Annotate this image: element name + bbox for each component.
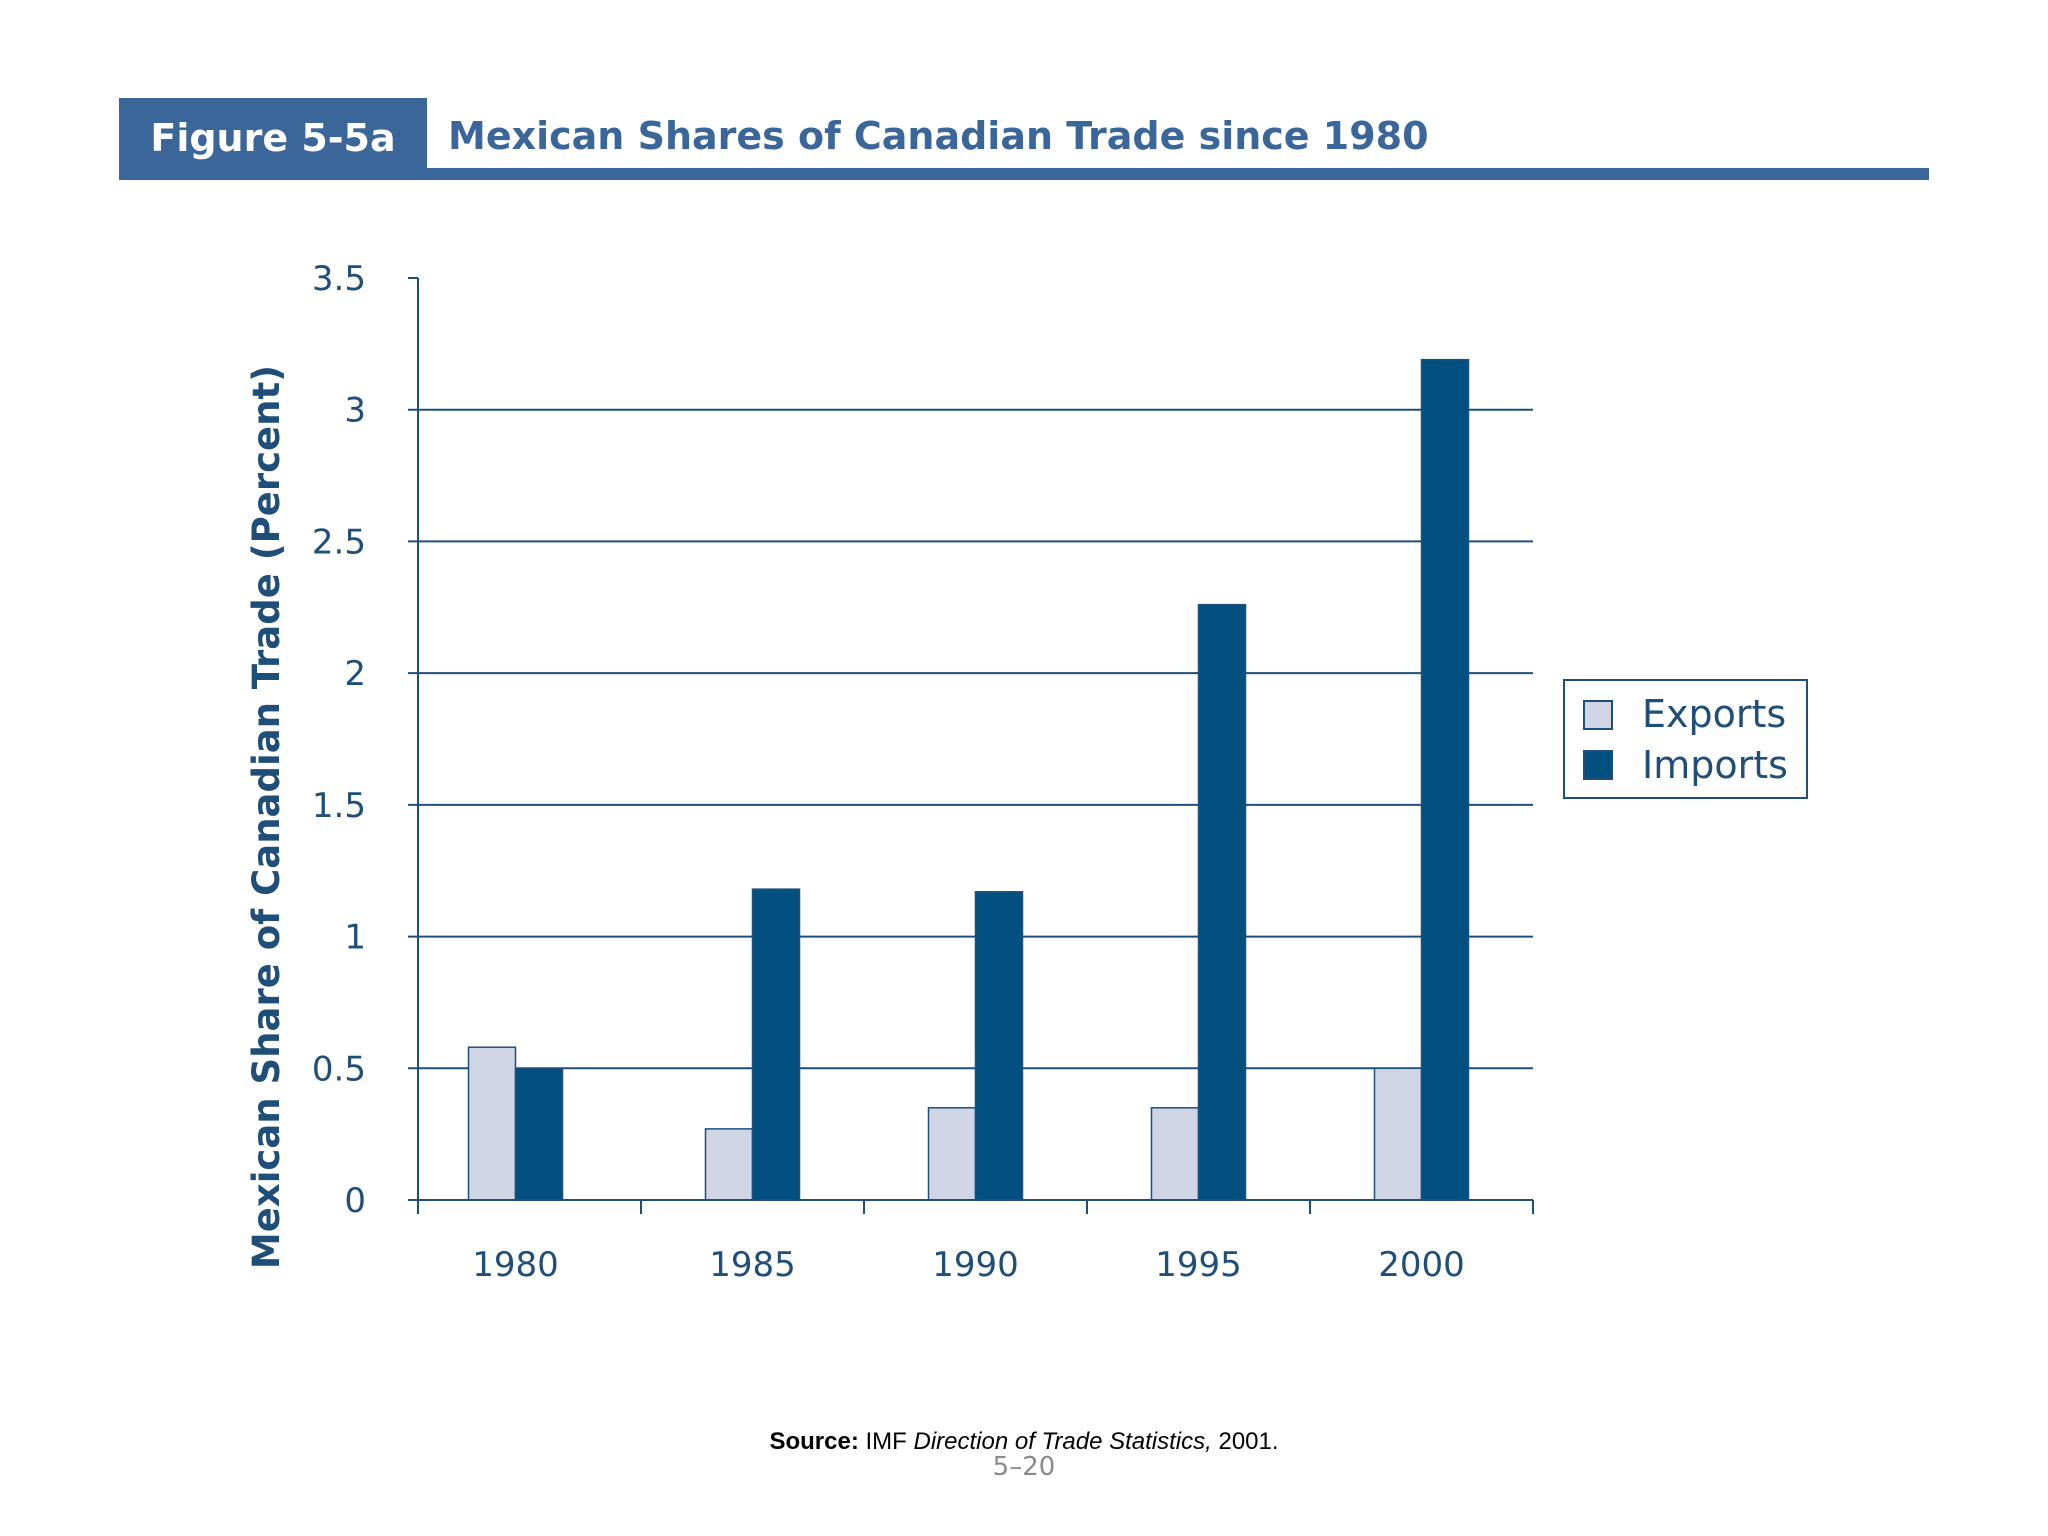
- source-title: Direction of Trade Statistics,: [913, 1428, 1212, 1455]
- source-year: 2001.: [1218, 1428, 1279, 1455]
- legend-swatch-exports: [1583, 700, 1613, 730]
- bar-imports-1985: [751, 888, 801, 1201]
- bar-exports-1995: [1150, 1107, 1200, 1201]
- x-tick-label: 1980: [472, 1245, 559, 1285]
- bar-exports-1985: [704, 1128, 754, 1201]
- legend: Exports Imports: [1563, 679, 1808, 799]
- y-tick-label: 1.5: [312, 786, 366, 826]
- legend-label-imports: Imports: [1642, 743, 1788, 787]
- y-tick-label: 3.5: [312, 259, 366, 299]
- header-rule: [119, 168, 1929, 180]
- legend-swatch-imports: [1583, 750, 1613, 780]
- bar-imports-2000: [1420, 358, 1470, 1201]
- axes: [408, 278, 1534, 1214]
- x-tick-label: 1985: [709, 1245, 796, 1285]
- source-note: Source: IMF Direction of Trade Statistic…: [0, 1428, 2048, 1456]
- y-axis-title: Mexican Share of Canadian Trade (Percent…: [245, 365, 288, 1269]
- x-tick-label: 1995: [1155, 1245, 1242, 1285]
- y-tick-label: 3: [344, 391, 366, 431]
- y-tick-label: 2: [344, 654, 366, 694]
- page-number: 5–20: [992, 1452, 1056, 1482]
- bar-imports-1995: [1197, 603, 1247, 1201]
- gridlines: [408, 277, 1533, 1070]
- y-tick-label: 1: [344, 918, 366, 958]
- bar-imports-1980: [514, 1067, 564, 1201]
- bar-exports-1980: [467, 1046, 517, 1201]
- source-label: Source:: [769, 1428, 859, 1455]
- x-tick-label: 2000: [1378, 1245, 1465, 1285]
- y-tick-label: 0.5: [312, 1049, 366, 1089]
- bar-exports-2000: [1373, 1067, 1423, 1201]
- figure-title: Mexican Shares of Canadian Trade since 1…: [448, 114, 1429, 158]
- figure-number-tag: Figure 5-5a: [119, 98, 427, 178]
- bars: [467, 358, 1470, 1201]
- x-tick-label: 1990: [932, 1245, 1019, 1285]
- tick-labels: 0 0.5 1 1.5 2 2.5 3 3.5 1980 1985 1990 1995 2000: [312, 259, 1465, 1285]
- legend-label-exports: Exports: [1642, 692, 1786, 736]
- source-prefix: IMF: [865, 1428, 907, 1455]
- y-tick-label: 2.5: [312, 522, 366, 562]
- bar-imports-1990: [974, 891, 1024, 1201]
- y-tick-label: 0: [344, 1181, 366, 1221]
- bar-exports-1990: [927, 1107, 977, 1201]
